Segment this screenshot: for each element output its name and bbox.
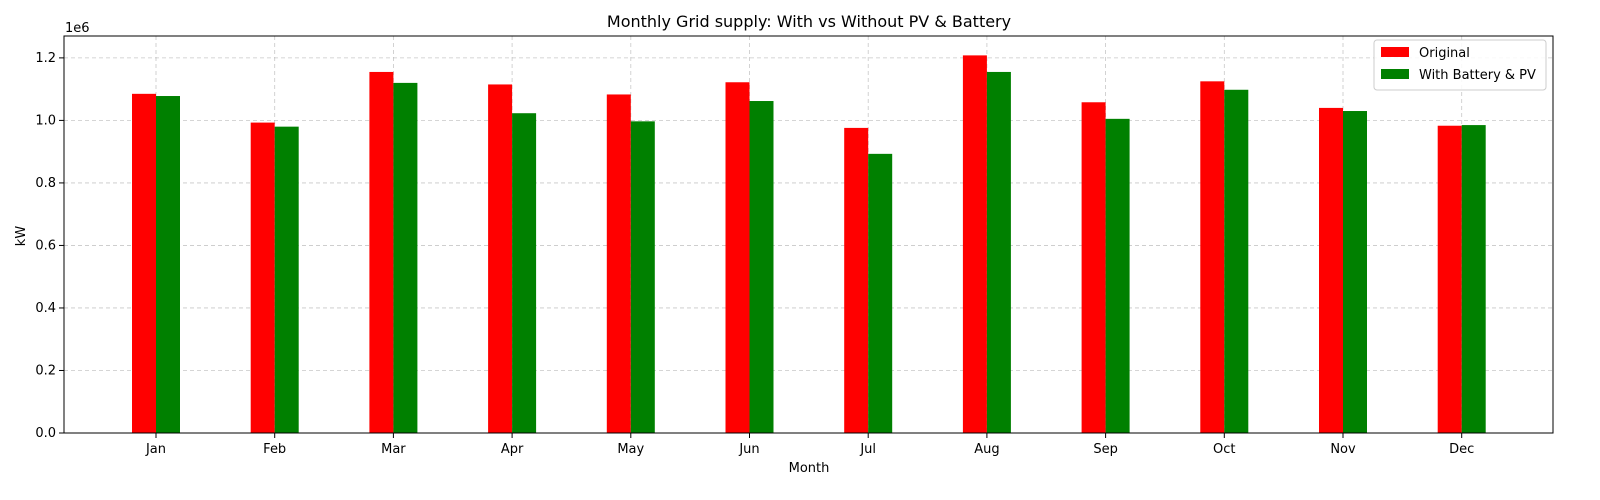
bar-original-jun bbox=[725, 82, 750, 433]
y-axis-ticks: 0.0 0.2 0.4 0.6 0.8 1.0 1.2 bbox=[35, 51, 64, 441]
legend-label-with-battery-pv: With Battery & PV bbox=[1419, 68, 1536, 83]
plot-frame bbox=[63, 35, 1554, 434]
bar-with-battery-pv-sep bbox=[1105, 118, 1130, 433]
bar-original-sep bbox=[1081, 102, 1106, 434]
bar-original-apr bbox=[488, 84, 513, 433]
x-tick-label-aug: Aug bbox=[974, 442, 999, 457]
bar-with-battery-pv-jun bbox=[749, 101, 774, 434]
x-tick-label-feb: Feb bbox=[263, 442, 286, 457]
bar-original-dec bbox=[1437, 125, 1462, 433]
legend-frame bbox=[1373, 39, 1547, 91]
x-tick-label-nov: Nov bbox=[1330, 442, 1356, 457]
bar-original-oct bbox=[1200, 81, 1225, 433]
x-tick-label-dec: Dec bbox=[1449, 442, 1474, 457]
x-tick-label-sep: Sep bbox=[1093, 442, 1118, 457]
x-axis-ticks: Jan Feb Mar Apr May Jun Jul Aug Sep Oct Nov Dec bbox=[145, 433, 1474, 457]
y-tick-label: 0.0 bbox=[35, 426, 56, 441]
x-tick-label-oct: Oct bbox=[1213, 442, 1235, 457]
chart-title: Monthly Grid supply: With vs Without PV … bbox=[607, 12, 1011, 31]
x-tick-label-may: May bbox=[617, 442, 644, 457]
bar-with-battery-pv-nov bbox=[1343, 111, 1367, 434]
bars bbox=[132, 55, 1486, 434]
x-tick-label-mar: Mar bbox=[381, 442, 406, 457]
bar-with-battery-pv-may bbox=[630, 121, 655, 433]
x-axis-label: Month bbox=[789, 461, 830, 476]
bar-with-battery-pv-oct bbox=[1224, 89, 1249, 434]
x-tick-label-jan: Jan bbox=[145, 442, 166, 457]
bar-with-battery-pv-jul bbox=[868, 153, 893, 433]
y-tick-label: 0.4 bbox=[35, 301, 56, 316]
bar-original-feb bbox=[250, 122, 275, 433]
y-axis-label: kW bbox=[14, 226, 29, 247]
bar-with-battery-pv-feb bbox=[274, 126, 299, 434]
legend-swatch-original bbox=[1381, 47, 1409, 57]
bar-with-battery-pv-apr bbox=[512, 113, 537, 434]
x-tick-label-apr: Apr bbox=[501, 442, 524, 457]
legend-swatch-with-battery-pv bbox=[1381, 69, 1409, 79]
y-axis-offset-text: 1e6 bbox=[65, 21, 90, 36]
bar-with-battery-pv-jan bbox=[156, 96, 180, 434]
y-tick-label: 1.0 bbox=[35, 113, 56, 128]
y-tick-label: 1.2 bbox=[35, 51, 56, 66]
y-tick-label: 0.6 bbox=[35, 238, 56, 253]
x-tick-label-jul: Jul bbox=[859, 442, 876, 457]
bar-with-battery-pv-dec bbox=[1461, 125, 1486, 433]
bar-original-aug bbox=[962, 55, 987, 433]
bar-original-jul bbox=[844, 127, 869, 434]
bar-original-may bbox=[606, 94, 631, 434]
bar-original-nov bbox=[1319, 107, 1343, 434]
legend-label-original: Original bbox=[1419, 46, 1470, 61]
legend: Original With Battery & PV bbox=[1373, 39, 1547, 91]
bar-with-battery-pv-mar bbox=[393, 82, 418, 433]
bar-with-battery-pv-aug bbox=[986, 71, 1011, 433]
y-tick-label: 0.2 bbox=[35, 363, 56, 378]
y-tick-label: 0.8 bbox=[35, 176, 56, 191]
bar-original-mar bbox=[369, 71, 394, 433]
x-tick-label-jun: Jun bbox=[738, 442, 759, 457]
bar-original-jan bbox=[132, 93, 156, 433]
